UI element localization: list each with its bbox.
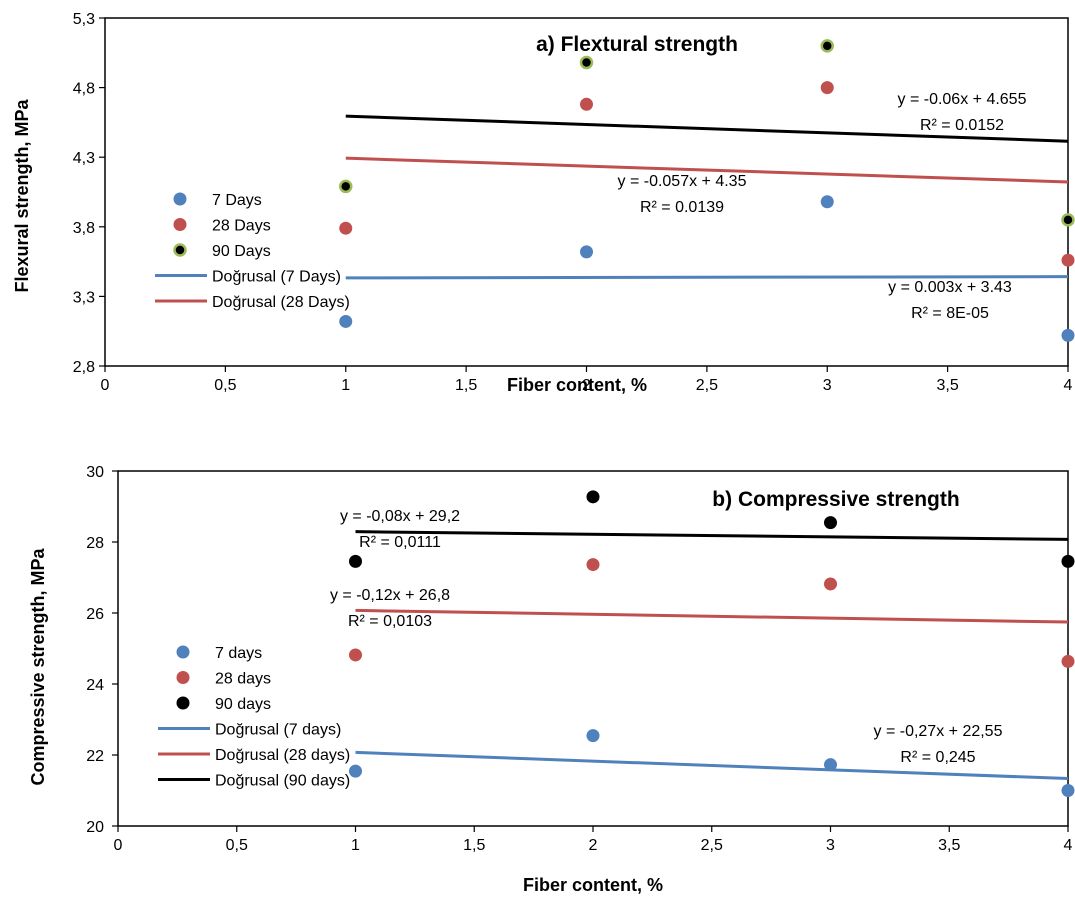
data-point <box>580 97 593 111</box>
x-tick-label: 1,5 <box>455 377 477 394</box>
legend-marker <box>173 192 187 206</box>
data-point <box>1061 554 1075 568</box>
y-tick-label: 26 <box>86 606 104 623</box>
legend-label: Doğrusal (7 Days) <box>212 269 341 286</box>
y-tick-label: 3,8 <box>73 220 95 237</box>
x-tick-label: 0 <box>114 837 123 854</box>
data-point <box>339 314 353 328</box>
compressive-strength-chart: b) Compressive strength Fiber content, %… <box>28 464 1075 895</box>
trendline <box>355 750 1069 781</box>
x-tick-label: 3,5 <box>938 837 960 854</box>
y-axis-title: Compressive strength, MPa <box>28 547 48 785</box>
legend-label: 90 days <box>215 696 271 713</box>
trendline-equation: y = -0,12x + 26,8 <box>330 587 450 604</box>
x-tick-label: 3 <box>826 837 835 854</box>
data-point <box>339 179 353 194</box>
data-point <box>586 558 600 572</box>
trendline-equation: R² = 0.0152 <box>920 117 1004 134</box>
data-point <box>1061 253 1075 267</box>
trendline-equation: y = 0.003x + 3.43 <box>888 279 1012 296</box>
data-point <box>824 516 837 530</box>
data-point <box>820 39 834 53</box>
x-tick-label: 1 <box>351 837 360 854</box>
data-point <box>1061 328 1075 342</box>
trendline-equation: y = -0.06x + 4.655 <box>898 91 1027 108</box>
chart-title: a) Flextural strength <box>536 33 738 56</box>
y-tick-label: 5,3 <box>73 11 95 28</box>
data-point <box>1061 213 1075 227</box>
x-tick-label: 0 <box>101 377 110 394</box>
data-point <box>579 55 594 70</box>
x-axis-title: Fiber content, % <box>507 375 647 395</box>
trendline <box>345 275 1069 280</box>
legend-label: Doğrusal (90 days) <box>215 773 350 790</box>
data-point <box>339 221 353 235</box>
legend-label: 28 days <box>215 671 271 688</box>
data-point <box>820 81 834 95</box>
trendline <box>355 608 1069 624</box>
legend-label: 28 Days <box>212 218 271 235</box>
legend-marker <box>173 243 187 257</box>
x-tick-label: 0,5 <box>214 377 236 394</box>
flexural-strength-chart: a) Flextural strength Fiber content, % F… <box>12 11 1075 395</box>
x-tick-label: 2 <box>582 377 591 394</box>
data-point <box>820 195 834 209</box>
legend-label: 7 Days <box>212 192 262 209</box>
y-axis-title: Flexural strength, MPa <box>12 98 32 292</box>
data-point <box>586 729 600 743</box>
legend-label: 7 days <box>215 645 262 662</box>
legend-label: Doğrusal (28 days) <box>215 747 350 764</box>
y-tick-label: 30 <box>86 464 104 481</box>
data-point <box>349 554 362 568</box>
y-tick-label: 22 <box>86 748 104 765</box>
trendline-equation: y = -0,08x + 29,2 <box>340 508 460 525</box>
trendline-equation: R² = 0.0139 <box>640 199 724 216</box>
x-tick-label: 2,5 <box>701 837 723 854</box>
x-tick-label: 3 <box>823 377 832 394</box>
trendline-equation: y = -0,27x + 22,55 <box>874 723 1003 740</box>
legend-marker <box>173 218 187 231</box>
legend-marker <box>176 671 190 684</box>
x-tick-label: 2 <box>589 837 598 854</box>
x-tick-label: 0,5 <box>226 837 248 854</box>
x-tick-label: 2,5 <box>696 377 718 394</box>
y-tick-label: 20 <box>86 819 104 836</box>
legend-marker <box>176 696 190 710</box>
trendline-equation: R² = 0,0103 <box>348 613 432 630</box>
x-axis-title: Fiber content, % <box>523 875 663 895</box>
y-tick-label: 4,3 <box>73 150 95 167</box>
x-tick-label: 1 <box>341 377 350 394</box>
trendline-equation: R² = 0,0111 <box>359 534 441 551</box>
data-point <box>580 245 593 259</box>
trendline <box>345 156 1069 184</box>
y-tick-label: 28 <box>86 535 104 552</box>
y-tick-label: 4,8 <box>73 81 95 98</box>
data-point <box>824 577 837 591</box>
data-point <box>349 648 362 662</box>
x-tick-label: 1,5 <box>463 837 485 854</box>
chart-title: b) Compressive strength <box>712 488 959 511</box>
x-tick-label: 4 <box>1064 837 1073 854</box>
trendline-equation: R² = 8E-05 <box>911 305 989 322</box>
data-point <box>586 490 600 504</box>
x-tick-label: 4 <box>1064 377 1073 394</box>
y-tick-label: 3,3 <box>73 289 95 306</box>
y-tick-label: 24 <box>86 677 104 694</box>
legend-label: Doğrusal (7 days) <box>215 722 341 739</box>
data-point <box>1061 654 1075 668</box>
data-point <box>349 764 362 778</box>
legend-label: Doğrusal (28 Days) <box>212 294 350 311</box>
x-tick-label: 3,5 <box>937 377 959 394</box>
legend-label: 90 Days <box>212 243 271 260</box>
trendline <box>345 114 1069 143</box>
y-tick-label: 2,8 <box>73 359 95 376</box>
legend-marker <box>176 645 190 659</box>
trendline <box>355 530 1069 541</box>
data-point <box>824 758 837 772</box>
data-point <box>1061 784 1075 797</box>
trendline-equation: y = -0.057x + 4.35 <box>618 173 747 190</box>
trendline-equation: R² = 0,245 <box>900 749 975 766</box>
